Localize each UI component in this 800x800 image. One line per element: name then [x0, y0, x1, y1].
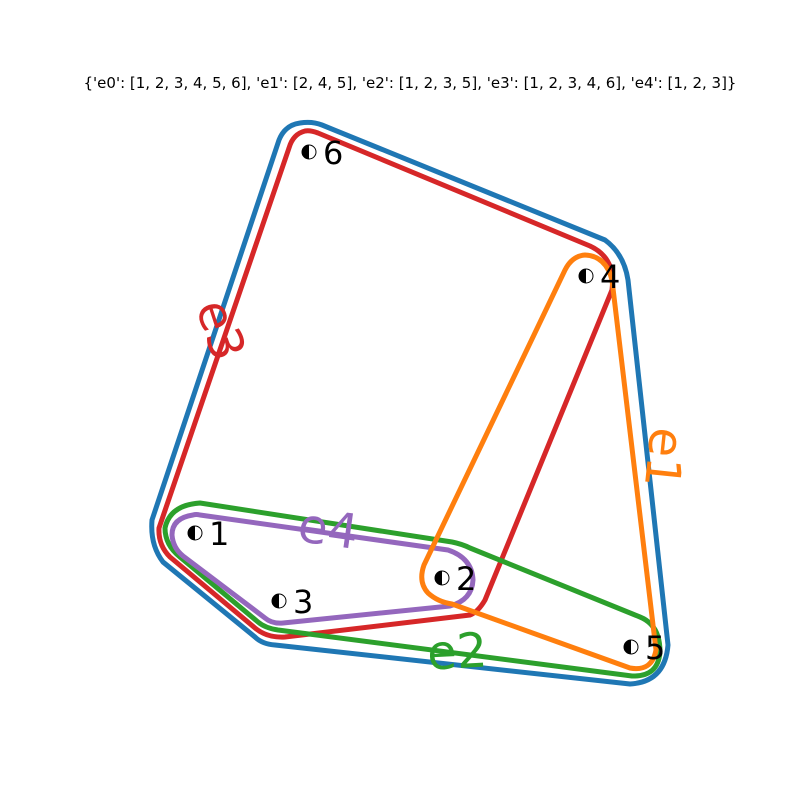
hyperedge-labels: e3 e1 e4 e2	[184, 293, 695, 682]
diagram-title: {'e0': [1, 2, 3, 4, 5, 6], 'e1': [2, 4, …	[84, 74, 737, 92]
hyperedge-e2-label: e2	[426, 622, 489, 681]
hyperedge-e0-hull	[149, 119, 671, 687]
hyperedge-e3-hull	[156, 128, 616, 640]
node-3: 3	[271, 583, 313, 621]
node-5-label: 5	[645, 629, 665, 667]
node-4-label: 4	[600, 258, 620, 296]
node-2-label: 2	[456, 560, 476, 598]
hyperedge-e4-hull	[169, 512, 476, 626]
node-1: 1	[187, 515, 229, 553]
hyperedge-e4-label: e4	[295, 497, 362, 561]
node-4: 4	[578, 258, 620, 296]
node-6-label: 6	[323, 134, 343, 172]
hyperedge-e1-label: e1	[633, 425, 695, 491]
hyperedge-hulls	[149, 119, 671, 687]
nodes: 1 2 3 4 5 6	[187, 134, 665, 667]
node-6: 6	[301, 134, 343, 172]
node-5: 5	[623, 629, 665, 667]
hyperedge-e3-label: e3	[184, 293, 256, 367]
node-1-label: 1	[209, 515, 229, 553]
node-3-label: 3	[293, 583, 313, 621]
hyperedge-e2-hull	[162, 500, 663, 679]
node-2: 2	[434, 560, 476, 598]
hyperedge-e1-hull	[419, 252, 659, 672]
